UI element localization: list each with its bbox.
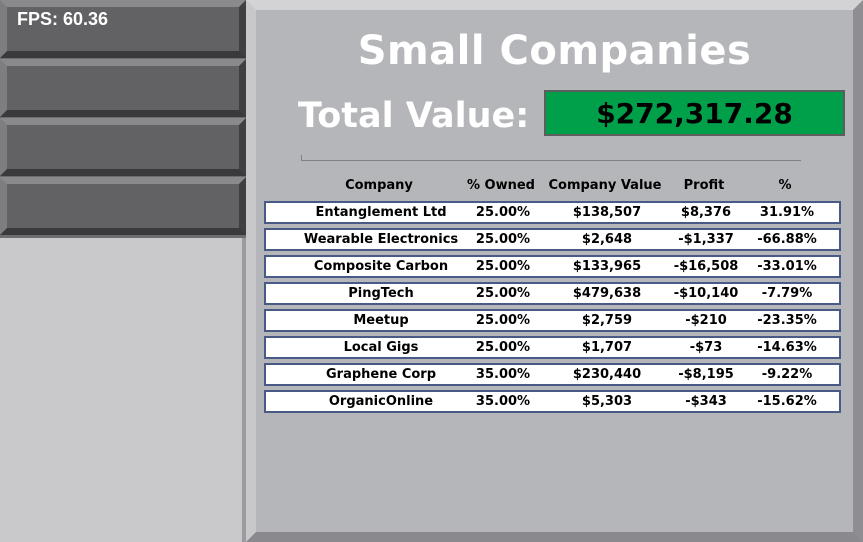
table-row[interactable]: Local Gigs 25.00% $1,707 -$73 -14.63% (264, 336, 841, 359)
cell-profit: -$10,140 (673, 286, 739, 301)
cell-company-value: $138,507 (572, 205, 642, 220)
cell-percent: 31.91% (759, 205, 815, 220)
total-value-amount: $272,317.28 (596, 96, 793, 130)
table-row[interactable]: Meetup 25.00% $2,759 -$210 -23.35% (264, 309, 841, 332)
cell-company-value: $133,965 (572, 259, 642, 274)
table-row[interactable]: Entanglement Ltd 25.00% $138,507 $8,376 … (264, 201, 841, 224)
cell-company: Entanglement Ltd (315, 205, 447, 220)
cell-profit: -$8,195 (678, 367, 734, 382)
cell-profit: $8,376 (680, 205, 732, 220)
cell-percent: -33.01% (757, 259, 817, 274)
cell-owned: 25.00% (475, 259, 531, 274)
header-owned: % Owned (467, 178, 535, 193)
total-value-label: Total Value: (298, 96, 530, 136)
divider (301, 160, 801, 161)
divider-tick (301, 155, 302, 161)
cell-company-value: $5,303 (581, 394, 633, 409)
sidebar (0, 0, 246, 542)
cell-owned: 35.00% (475, 367, 531, 382)
table-row[interactable]: OrganicOnline 35.00% $5,303 -$343 -15.62… (264, 390, 841, 413)
table-row[interactable]: Composite Carbon 25.00% $133,965 -$16,50… (264, 255, 841, 278)
header-profit: Profit (683, 178, 725, 193)
cell-owned: 25.00% (475, 232, 531, 247)
header-company: Company (345, 178, 413, 193)
cell-percent: -7.79% (761, 286, 813, 301)
cell-company: Meetup (353, 313, 409, 328)
cell-profit: -$1,337 (678, 232, 734, 247)
table-row[interactable]: Graphene Corp 35.00% $230,440 -$8,195 -9… (264, 363, 841, 386)
sidebar-button-4[interactable] (0, 177, 246, 235)
cell-profit: -$16,508 (673, 259, 739, 274)
cell-company: PingTech (348, 286, 414, 301)
cell-owned: 25.00% (475, 205, 531, 220)
fps-counter: FPS: 60.36 (17, 9, 109, 29)
cell-company: Graphene Corp (325, 367, 437, 382)
company-table: Entanglement Ltd 25.00% $138,507 $8,376 … (264, 201, 841, 417)
header-company-value: Company Value (548, 178, 662, 193)
cell-company-value: $2,759 (581, 313, 633, 328)
cell-company-value: $479,638 (572, 286, 642, 301)
cell-company: OrganicOnline (328, 394, 434, 409)
cell-company: Composite Carbon (313, 259, 449, 274)
cell-company: Wearable Electronics (303, 232, 459, 247)
cell-profit: -$210 (685, 313, 727, 328)
cell-owned: 25.00% (475, 286, 531, 301)
cell-percent: -66.88% (757, 232, 817, 247)
page-title: Small Companies (357, 28, 752, 74)
cell-percent: -9.22% (761, 367, 813, 382)
cell-profit: -$343 (685, 394, 727, 409)
cell-company-value: $230,440 (572, 367, 642, 382)
cell-company-value: $2,648 (581, 232, 633, 247)
table-row[interactable]: Wearable Electronics 25.00% $2,648 -$1,3… (264, 228, 841, 251)
sidebar-button-1[interactable] (0, 0, 246, 58)
cell-percent: -14.63% (757, 340, 817, 355)
cell-owned: 25.00% (475, 340, 531, 355)
cell-owned: 25.00% (475, 313, 531, 328)
cell-owned: 35.00% (475, 394, 531, 409)
table-header: Company % Owned Company Value Profit % (264, 178, 841, 198)
total-value-display: $272,317.28 (544, 90, 845, 136)
table-row[interactable]: PingTech 25.00% $479,638 -$10,140 -7.79% (264, 282, 841, 305)
sidebar-button-3[interactable] (0, 118, 246, 176)
companies-panel: Small Companies Total Value: $272,317.28… (246, 0, 863, 542)
cell-profit: -$73 (689, 340, 723, 355)
header-percent: % (778, 178, 792, 193)
cell-company-value: $1,707 (581, 340, 633, 355)
sidebar-button-group (0, 0, 246, 238)
cell-percent: -15.62% (757, 394, 817, 409)
sidebar-button-2[interactable] (0, 59, 246, 117)
cell-percent: -23.35% (757, 313, 817, 328)
cell-company: Local Gigs (343, 340, 419, 355)
